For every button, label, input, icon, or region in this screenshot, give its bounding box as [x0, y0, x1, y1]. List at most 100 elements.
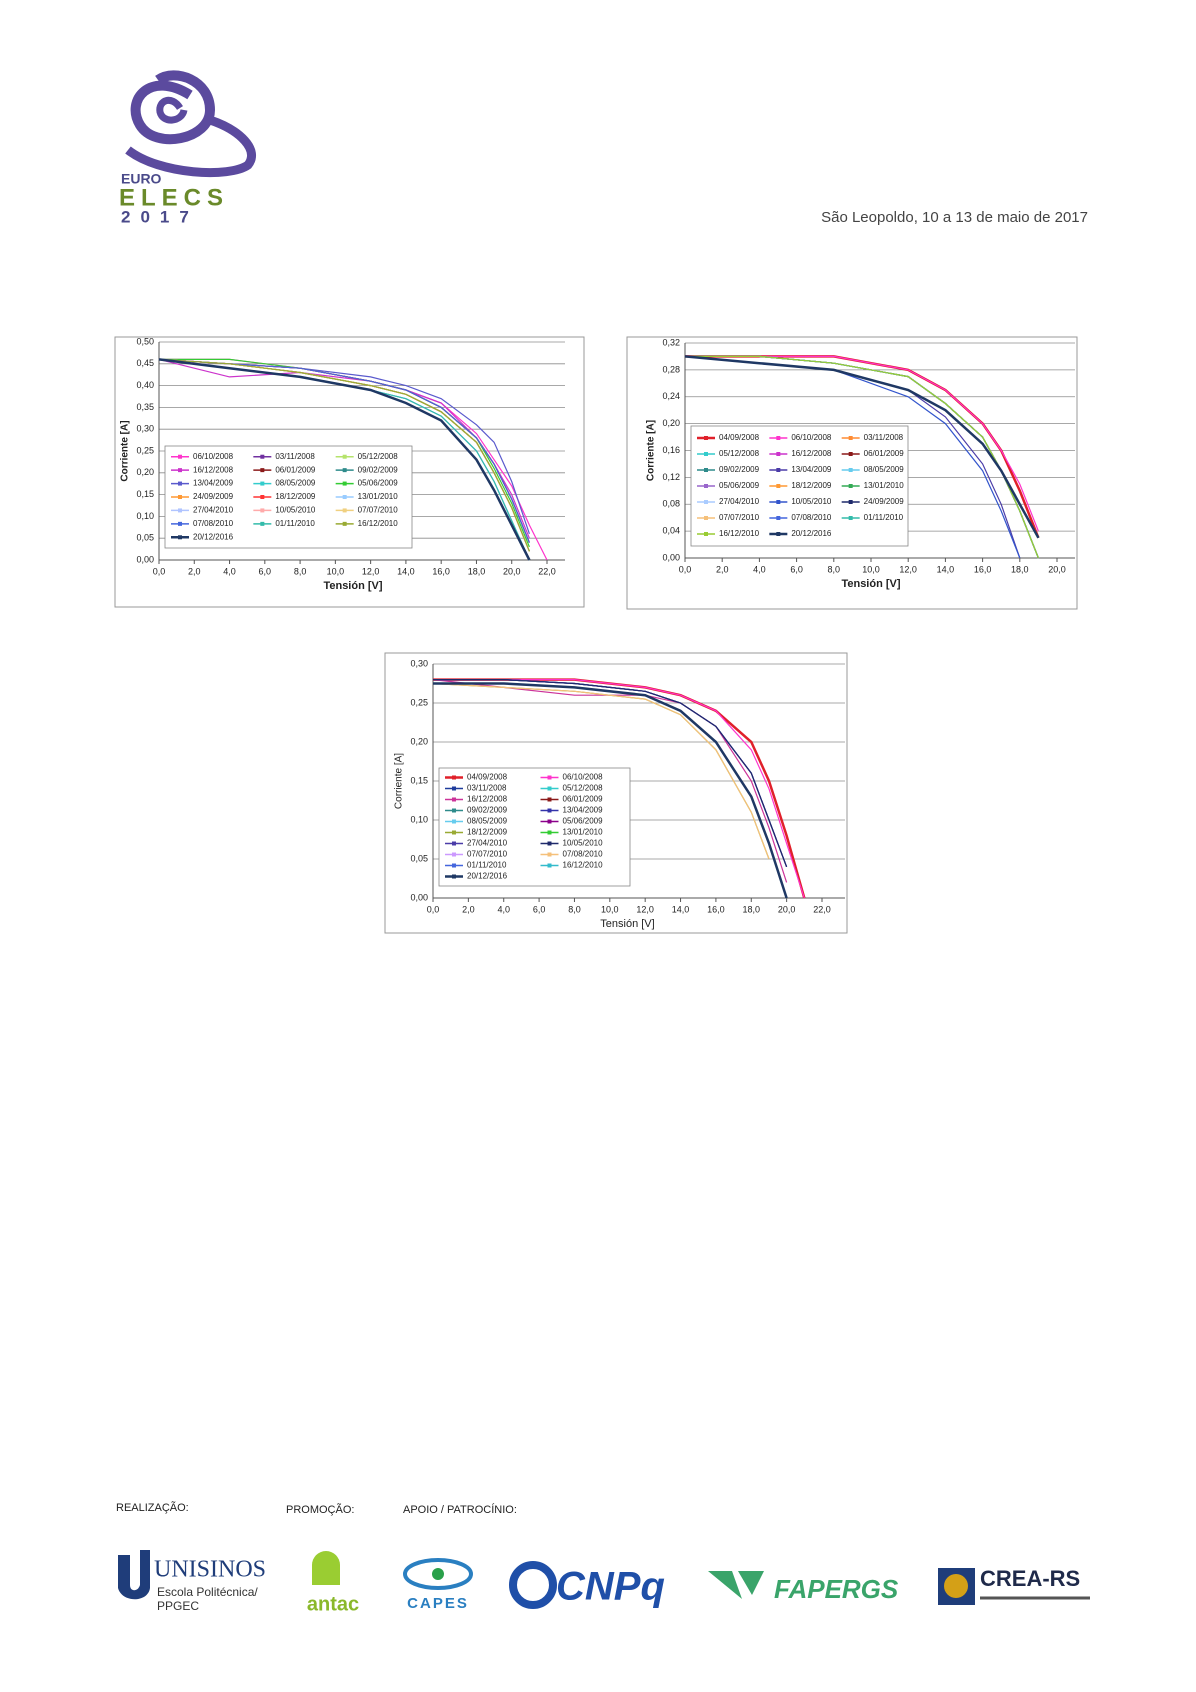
legend-marker [776, 516, 781, 520]
legend-marker [848, 452, 853, 456]
y-tick-label: 0,30 [410, 658, 428, 668]
y-tick-label: 0,25 [410, 697, 428, 707]
series-line [433, 679, 788, 868]
conference-logo: EURO ELECS 2017 [119, 70, 256, 226]
legend-label: 16/12/2008 [791, 449, 832, 458]
y-tick-label: 0,10 [410, 814, 428, 824]
legend-marker [704, 532, 708, 536]
y-tick-label: 0,20 [662, 418, 680, 428]
x-tick-label: 4,0 [753, 564, 766, 574]
y-tick-label: 0,20 [410, 736, 428, 746]
x-tick-label: 6,0 [790, 564, 803, 574]
legend-marker [452, 775, 456, 780]
chart: 0,00 0,05 0,10 0,15 0,20 0,25 0,30 0,0 2,0 4,0 6,0… [384, 652, 848, 934]
legend-label: 13/01/2010 [864, 481, 905, 490]
legend-label: 05/06/2009 [358, 479, 399, 488]
legend-marker [848, 516, 853, 520]
legend-label: 09/02/2009 [358, 465, 399, 474]
legend-marker [776, 500, 781, 504]
x-tick-label: 18,0 [1011, 564, 1029, 574]
legend-label: 03/11/2008 [864, 433, 904, 442]
legend-marker [848, 468, 853, 472]
x-axis-title: Tensión [V] [600, 918, 654, 930]
legend-label: 24/09/2009 [864, 497, 905, 506]
series-line [432, 682, 770, 860]
footer-label: PROMOÇÃO: [286, 1503, 354, 1516]
legend-label: 01/11/2010 [864, 513, 904, 522]
x-tick-label: 2,0 [462, 904, 475, 914]
x-tick-label: 14,0 [397, 566, 415, 576]
logo-year: 2017 [121, 207, 199, 226]
legend-label: 06/01/2009 [563, 795, 604, 804]
legend-label: 05/12/2008 [719, 449, 760, 458]
legend-label: 13/01/2010 [358, 492, 399, 501]
legend-label: 20/12/2016 [467, 872, 508, 881]
legend-marker [776, 452, 781, 456]
x-tick-label: 8,0 [568, 904, 581, 914]
crea-seal [944, 1574, 968, 1598]
legend-marker [452, 874, 456, 879]
fapergs-name: FAPERGS [774, 1574, 899, 1604]
legend-marker [452, 830, 456, 835]
x-tick-label: 20,0 [1048, 564, 1066, 574]
legend-marker [776, 468, 781, 472]
y-tick-label: 0,50 [136, 336, 154, 346]
legend-marker [342, 521, 347, 526]
series-line [158, 358, 530, 543]
capes-ring [403, 1558, 473, 1590]
legend-marker [452, 819, 456, 824]
legend-label: 16/12/2010 [563, 861, 604, 870]
legend-marker [178, 521, 182, 526]
y-tick-label: 0,15 [136, 489, 154, 499]
y-tick-label: 0,04 [662, 526, 680, 536]
legend-marker [178, 454, 182, 459]
x-tick-label: 10,0 [601, 904, 619, 914]
legend-label: 06/01/2009 [275, 465, 316, 474]
legend-marker [178, 495, 182, 499]
cnpq-mark [509, 1561, 557, 1609]
legend-label: 13/01/2010 [563, 828, 604, 837]
legend-marker [452, 841, 456, 846]
series-line [684, 355, 1040, 539]
series-line [685, 355, 1039, 532]
series-line [158, 358, 530, 552]
logo-elecs: ELECS [119, 184, 229, 211]
legend-label: 09/02/2009 [719, 465, 760, 474]
legend-marker [547, 797, 552, 802]
legend-label: 05/12/2008 [358, 452, 399, 461]
legend-label: 03/11/2008 [467, 784, 507, 793]
legend-box [690, 425, 909, 547]
y-tick-label: 0,05 [136, 533, 154, 543]
legend-label: 01/11/2010 [467, 861, 507, 870]
legend-marker [547, 786, 552, 791]
x-tick-label: 16,0 [432, 566, 450, 576]
legend-label: 27/04/2010 [193, 506, 234, 515]
y-tick-label: 0,35 [136, 402, 154, 412]
series-line [158, 358, 530, 539]
legend-label: 07/07/2010 [467, 850, 508, 859]
legend-label: 06/10/2008 [193, 452, 234, 461]
legend-marker [178, 535, 182, 540]
legend-marker [547, 852, 552, 857]
logo-swirl-outer [125, 115, 256, 177]
legend-marker [776, 484, 781, 488]
x-tick-label: 8,0 [294, 566, 307, 576]
x-tick-label: 2,0 [716, 564, 729, 574]
legend-label: 06/10/2008 [563, 773, 604, 782]
legend-marker [452, 797, 456, 802]
legend-label: 08/05/2009 [275, 479, 316, 488]
y-tick-label: 0,20 [136, 467, 154, 477]
logo-swirl [130, 70, 216, 145]
legend-marker [547, 808, 552, 813]
y-tick-label: 0,28 [662, 364, 680, 374]
y-tick-label: 0,00 [136, 554, 154, 564]
y-tick-label: 0,45 [136, 358, 154, 368]
legend-label: 04/09/2008 [467, 773, 508, 782]
series-line [433, 679, 805, 899]
legend-marker [547, 830, 552, 835]
x-tick-label: 0,0 [153, 566, 166, 576]
legend-marker [452, 852, 456, 857]
x-axis-title: Tensión [V] [323, 580, 382, 592]
x-tick-label: 4,0 [223, 566, 236, 576]
legend-label: 03/11/2008 [275, 452, 315, 461]
